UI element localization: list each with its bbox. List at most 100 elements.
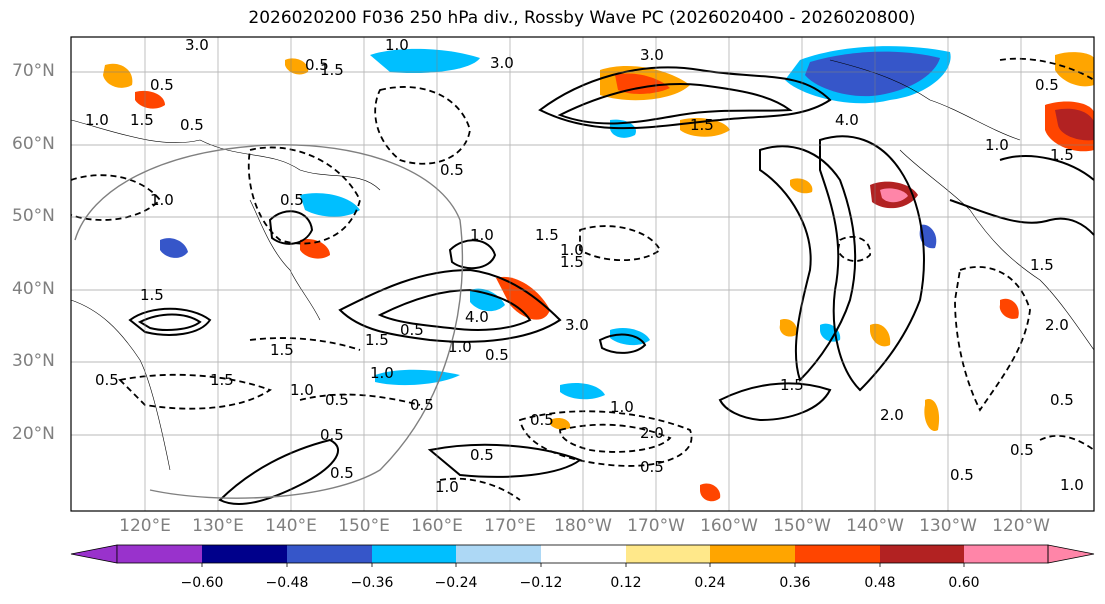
colorbar-tick-label: 0.48 [864, 575, 896, 591]
contour-label: 3.0 [490, 54, 514, 72]
solid-contour [218, 438, 340, 506]
coastline-layer [70, 59, 1095, 471]
contour-label-layer: 3.01.51.00.51.0 1.5 0.50.53.03.01.5 4.00.51… [85, 36, 1084, 496]
positive-shade [550, 417, 571, 430]
contour-label: 1.5 [210, 371, 234, 389]
contour-label: 0.5 [485, 346, 509, 364]
colorbar-segment [541, 545, 626, 563]
negative-shade [160, 238, 188, 258]
lon-label: 170°E [484, 516, 536, 536]
solid-contour [557, 83, 793, 125]
lon-label: 160°E [411, 516, 463, 536]
colorbar-segment [287, 545, 372, 563]
graticule-layer [71, 37, 1094, 511]
contour-label: 3.0 [640, 46, 664, 64]
contour-label: 0.5 [280, 191, 304, 209]
contour-label: 0.5 [640, 458, 664, 476]
solid-contour [377, 288, 532, 331]
lat-label: 50°N [12, 206, 55, 226]
lon-label: 140°W [846, 516, 904, 536]
negative-shade [560, 383, 605, 400]
positive-shade [496, 276, 550, 320]
colorbar-tick-label: 0.24 [694, 575, 726, 591]
colorbar-tick-label: 0.12 [610, 575, 642, 591]
negative-shade [370, 48, 480, 74]
contour-label: 0.5 [530, 411, 554, 429]
solid-contour [598, 333, 647, 354]
dashed-contour [559, 423, 672, 453]
lat-label: 70°N [12, 61, 55, 81]
contour-label: 0.5 [1010, 441, 1034, 459]
contour-label: 1.0 [448, 338, 472, 356]
negative-shade [470, 288, 505, 312]
contour-label: 1.0 [150, 191, 174, 209]
region-outline [74, 144, 464, 499]
contour-label: 0.5 [400, 321, 424, 339]
positive-shade [790, 178, 813, 194]
contour-label: 0.5 [410, 396, 434, 414]
dashed-contour [247, 146, 361, 245]
lat-label: 40°N [12, 279, 55, 299]
coastline [829, 59, 1021, 141]
positive-shade [103, 63, 133, 88]
positive-shade [700, 483, 721, 502]
dashed-contour [249, 337, 361, 351]
solid-contour [137, 313, 202, 331]
lat-label: 30°N [12, 351, 55, 371]
colorbar-outline [116, 544, 1049, 564]
solid-contour [448, 239, 497, 270]
lon-label: 150°E [338, 516, 390, 536]
contour-label: 1.0 [1060, 476, 1084, 494]
contour-label: 0.5 [95, 371, 119, 389]
dashed-contour [518, 410, 693, 467]
solid-contour [949, 199, 1095, 236]
positive-shade [1055, 52, 1094, 87]
contour-label: 1.0 [985, 136, 1009, 154]
contour-label: 0.5 [150, 76, 174, 94]
dashed-contour [374, 86, 471, 165]
contour-label: 3.0 [565, 316, 589, 334]
contour-label: 3.0 [185, 36, 209, 54]
contour-label: 1.0 [470, 226, 494, 244]
contour-label: 1.5 [130, 111, 154, 129]
lat-label: 20°N [12, 424, 55, 444]
map-title: 2026020200 F036 250 hPa div., Rossby Wav… [248, 8, 916, 28]
lon-label: 170°W [627, 516, 685, 536]
lon-label: 180°W [554, 516, 612, 536]
contour-label: 0.5 [1035, 76, 1059, 94]
contour-label: 1.0 [435, 478, 459, 496]
solid-contour [718, 382, 832, 422]
contour-label: 1.5 [140, 286, 164, 304]
coastline [249, 199, 321, 321]
colorbar-segment [626, 545, 710, 563]
colorbar-max-arrow [1047, 544, 1095, 564]
contour-label: 0.5 [440, 161, 464, 179]
contour-label: 1.0 [290, 381, 314, 399]
solid-contour [999, 155, 1095, 181]
lon-label: 120°E [119, 516, 171, 536]
contour-label: 1.5 [690, 116, 714, 134]
contour-label: 1.5 [1030, 256, 1054, 274]
contour-label: 1.5 [560, 253, 584, 271]
dashed-contour [299, 393, 421, 406]
lon-label: 160°W [700, 516, 758, 536]
contour-label: 1.5 [780, 376, 804, 394]
colorbar-tick-label: −0.60 [180, 575, 224, 591]
dashed-contour [1039, 435, 1095, 451]
positive-shade [1055, 108, 1094, 141]
map-frame [70, 36, 1095, 512]
negative-shade [805, 51, 940, 97]
contour-label: 1.5 [535, 226, 559, 244]
contour-label: 1.0 [370, 364, 394, 382]
contour-label: 1.0 [385, 36, 409, 54]
positive-shade [999, 298, 1019, 319]
contour-label: 1.5 [270, 341, 294, 359]
colorbar-segment [795, 545, 880, 563]
colorbar-tick-label: −0.24 [434, 575, 478, 591]
negative-shade [300, 193, 360, 217]
dashed-contour [954, 266, 1031, 412]
map-background [71, 37, 1094, 511]
contour-label: 1.0 [610, 398, 634, 416]
colorbar-segment [710, 545, 795, 563]
